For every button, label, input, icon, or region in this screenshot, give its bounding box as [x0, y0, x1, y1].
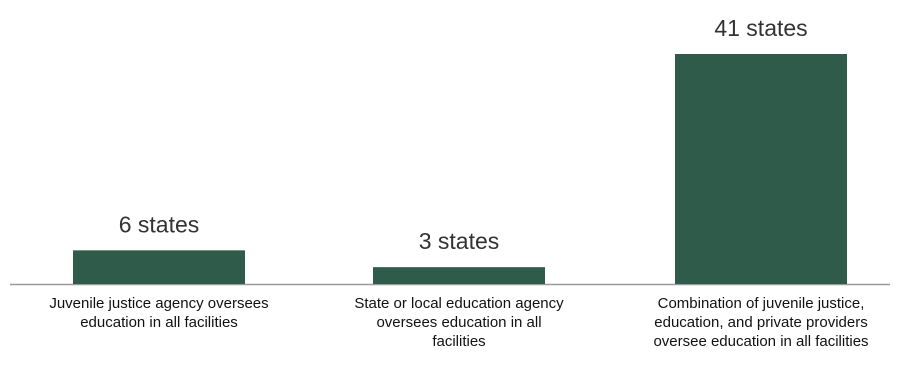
- bar-1: [73, 250, 245, 284]
- category-label-2: State or local education agency oversees…: [354, 295, 564, 350]
- data-label-3: 41 states: [714, 15, 807, 41]
- category-label-3: Combination of juvenile justice, educati…: [653, 295, 869, 350]
- bar-2: [373, 267, 545, 284]
- category-label-1: Juvenile justice agency oversees educati…: [49, 295, 269, 331]
- data-label-1: 6 states: [119, 211, 200, 237]
- bar-3: [675, 54, 847, 284]
- data-label-2: 3 states: [419, 228, 500, 254]
